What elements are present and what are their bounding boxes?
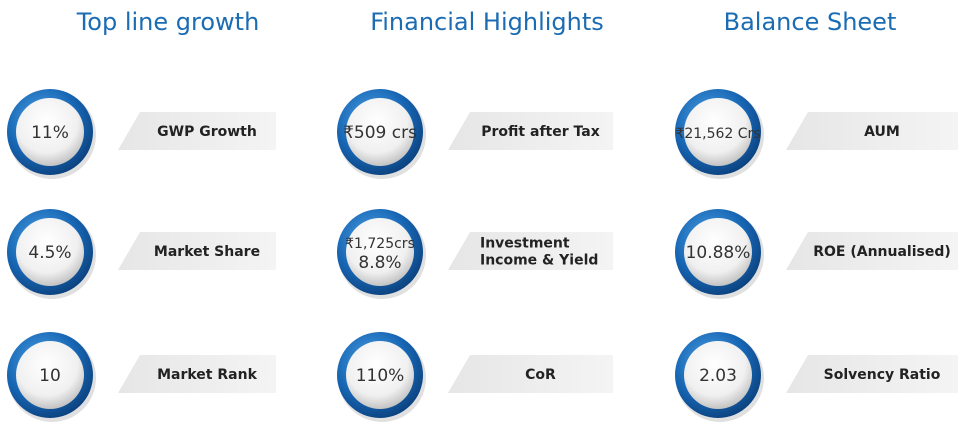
column-title: Top line growth bbox=[76, 8, 260, 36]
metric-label: Income & Yield bbox=[480, 253, 598, 269]
metric-label: GWP Growth bbox=[157, 124, 257, 140]
metric-label: AUM bbox=[864, 124, 900, 140]
label-banner bbox=[786, 232, 958, 270]
metric-value: ₹509 crs bbox=[343, 123, 417, 143]
label-banner bbox=[118, 355, 276, 393]
label-banner bbox=[448, 112, 613, 150]
metric-value: 11% bbox=[31, 123, 69, 143]
circle-face bbox=[346, 341, 414, 409]
metric-label: Market Share bbox=[154, 244, 260, 260]
label-banner bbox=[448, 355, 613, 393]
label-banner bbox=[448, 232, 613, 270]
metric-value: 8.8% bbox=[358, 253, 401, 273]
metric-label: Solvency Ratio bbox=[824, 367, 941, 383]
metric-value: ₹1,725crs bbox=[345, 236, 415, 252]
metric-value: 10 bbox=[39, 366, 61, 386]
metric-value: ₹21,562 Crs bbox=[675, 126, 760, 142]
metric-value: 4.5% bbox=[28, 243, 71, 263]
column-title: Balance Sheet bbox=[724, 8, 897, 36]
label-banner bbox=[786, 355, 958, 393]
metric-value: 2.03 bbox=[699, 366, 737, 386]
circle-face bbox=[16, 98, 84, 166]
label-banner bbox=[118, 232, 276, 270]
column-title: Financial Highlights bbox=[370, 8, 604, 36]
metric-label: Profit after Tax bbox=[481, 124, 599, 140]
circle-face bbox=[684, 341, 752, 409]
circle-face bbox=[16, 218, 84, 286]
metric-value: 110% bbox=[356, 366, 405, 386]
circle-face bbox=[346, 218, 414, 286]
metric-label: ROE (Annualised) bbox=[813, 244, 951, 260]
metric-label: Market Rank bbox=[157, 367, 257, 383]
circle-face bbox=[684, 218, 752, 286]
circle-face bbox=[684, 98, 752, 166]
metric-label: Investment bbox=[480, 236, 570, 252]
metric-value: 10.88% bbox=[686, 243, 751, 263]
label-banner bbox=[118, 112, 276, 150]
circle-face bbox=[346, 98, 414, 166]
circle-face bbox=[16, 341, 84, 409]
metric-label: CoR bbox=[525, 367, 556, 383]
label-banner bbox=[786, 112, 958, 150]
